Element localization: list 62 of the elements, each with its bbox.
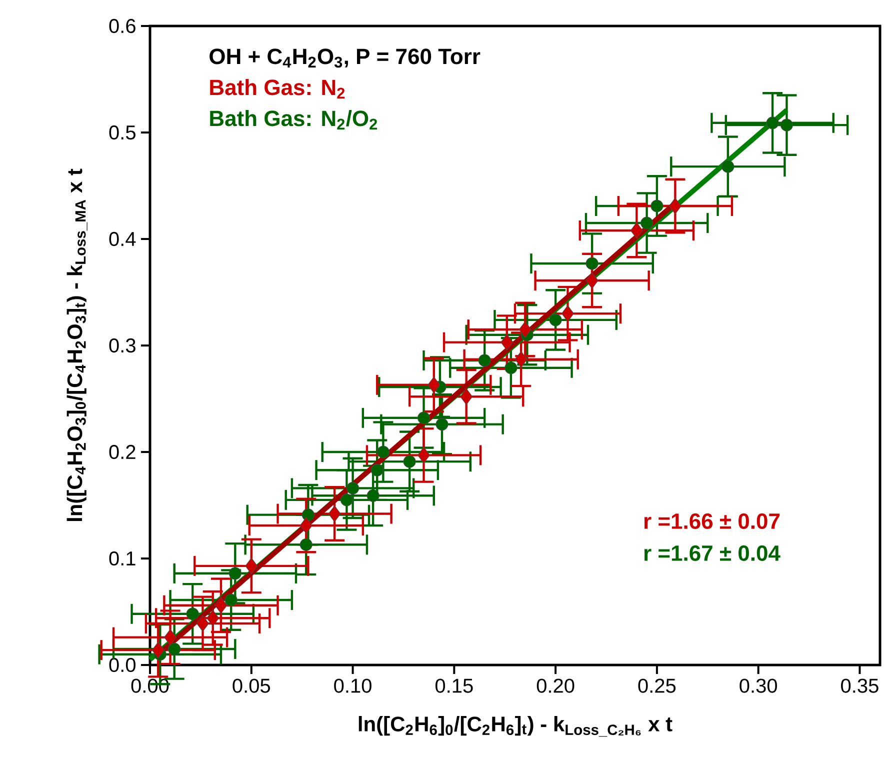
text: Bath Gas: N$_{2}$/O$_{2}$	[210, 110, 378, 130]
point	[766, 116, 779, 130]
point	[152, 642, 164, 658]
point	[428, 376, 440, 394]
x-tick-label: 0.15	[435, 678, 473, 693]
point	[340, 494, 353, 506]
point	[186, 608, 199, 620]
x-tick-label: 0.05	[232, 678, 270, 693]
point	[346, 482, 360, 494]
y-tick-label: 0.5	[109, 125, 136, 140]
point	[478, 354, 491, 367]
point	[328, 505, 341, 522]
point	[168, 642, 181, 656]
point	[514, 351, 528, 368]
point	[302, 508, 314, 522]
point	[376, 446, 390, 458]
point	[417, 446, 430, 464]
text: Bath Gas: N$_{2}$	[210, 79, 345, 98]
point	[586, 272, 598, 289]
x-tick-label: 0.25	[638, 678, 676, 693]
point	[586, 257, 598, 270]
annotation: r =1.67 ± 0.04	[644, 545, 780, 561]
x-tick-label: 0.35	[841, 678, 878, 693]
y-tick-label: 0.4	[109, 232, 136, 246]
annotation: r =1.66 ± 0.07	[644, 513, 780, 529]
point	[370, 464, 384, 476]
point	[164, 629, 177, 646]
point	[630, 222, 643, 239]
point	[561, 305, 574, 322]
y-tick-label: 0.6	[109, 18, 136, 34]
point	[417, 412, 430, 424]
text: ln([C$_{4}$H$_{2}$O$_{3}$]$_{0}$/[C$_{4}$H$_{2}$O$_{3}$]$_{t}$) - k$_{Loss_MA}$ x t	[66, 168, 88, 521]
point	[206, 610, 220, 626]
point	[436, 418, 448, 431]
y-tick-label: 0.1	[109, 551, 136, 566]
point	[460, 388, 473, 405]
point	[640, 216, 654, 230]
point	[518, 321, 532, 338]
point	[780, 118, 793, 132]
point	[366, 489, 380, 502]
point	[224, 594, 238, 606]
x-tick-label: 0.20	[536, 678, 574, 693]
point	[668, 198, 682, 214]
x-tick-label: 0.10	[334, 678, 372, 693]
point	[403, 455, 416, 468]
point	[300, 538, 312, 551]
point	[722, 160, 734, 173]
x-tick-label: 0.30	[740, 678, 778, 693]
y-tick-label: 0.3	[109, 338, 136, 353]
y-tick-label: 0.2	[109, 444, 136, 460]
point	[549, 314, 562, 326]
point	[504, 362, 518, 374]
point	[500, 334, 514, 351]
point	[245, 558, 258, 574]
point	[214, 597, 228, 614]
text: OH + C$_{4}$H$_{2}$O$_{3}$, P = 760 Torr	[210, 48, 480, 68]
point	[650, 200, 664, 212]
point	[228, 567, 242, 580]
point	[196, 615, 209, 632]
point	[300, 517, 312, 534]
text: ln([C$_{2}$H$_{6}$]$_{0}$/[C$_{2}$H$_{6}$]$_{t}$) - k$_{Loss_C₂H₆}$ x t	[358, 716, 672, 737]
y-tick-label: 0.0	[109, 658, 136, 672]
